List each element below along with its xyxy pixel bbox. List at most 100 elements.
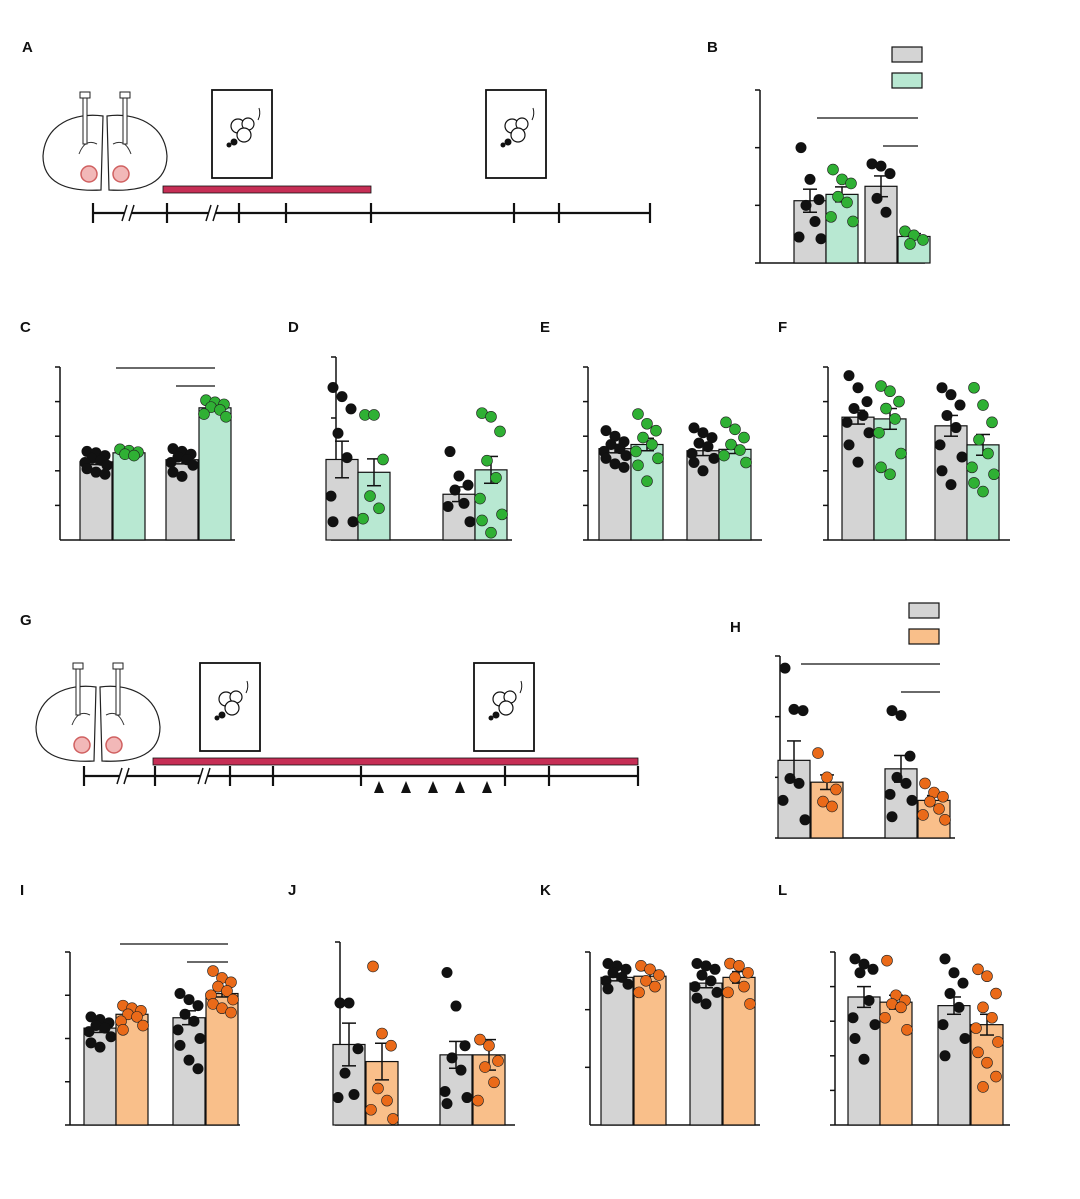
mouse-icon (224, 700, 240, 716)
data-point (688, 422, 700, 434)
data-point (652, 452, 664, 465)
data-point (633, 986, 645, 999)
axis-break (205, 204, 212, 222)
data-point (889, 413, 901, 425)
data-point (479, 1061, 491, 1073)
data-point (797, 705, 809, 717)
data-point (950, 422, 962, 434)
data-point (977, 1081, 989, 1093)
axis-break (128, 204, 135, 222)
data-point (793, 777, 805, 789)
legend-swatch (908, 602, 940, 619)
data-point (207, 965, 219, 977)
data-point (327, 382, 339, 393)
data-point (700, 998, 712, 1010)
data-point (220, 411, 232, 423)
data-point (609, 430, 621, 442)
data-point (804, 173, 816, 185)
data-point (176, 470, 188, 482)
data-point (343, 997, 355, 1009)
data-point (697, 427, 709, 439)
data-point (183, 994, 195, 1006)
data-point (640, 975, 652, 987)
injection-site (112, 165, 130, 183)
injection-site (105, 736, 123, 754)
data-point (474, 492, 486, 505)
data-point (167, 466, 179, 478)
chart-f (823, 366, 1010, 541)
panel-letter-e: E (540, 319, 550, 336)
data-point (718, 449, 730, 462)
data-point (738, 431, 750, 444)
injection-needle (75, 666, 81, 716)
data-point (849, 953, 861, 965)
data-point (800, 199, 812, 211)
data-point (729, 423, 741, 436)
data-point (364, 490, 376, 502)
data-point (986, 416, 998, 429)
data-point (977, 399, 989, 411)
data-point (377, 453, 389, 466)
data-point (742, 966, 754, 979)
injection-arrow (482, 781, 492, 793)
bar-knockdown (112, 452, 146, 541)
data-point (711, 986, 723, 998)
data-point (488, 1076, 500, 1089)
chart-d (325, 356, 512, 541)
data-point (686, 448, 698, 459)
data-point (462, 479, 474, 491)
data-point (706, 432, 718, 444)
data-point (936, 382, 948, 394)
data-point (867, 963, 879, 975)
data-point (917, 809, 929, 821)
data-point (866, 158, 878, 170)
data-point (879, 1011, 891, 1024)
data-point (863, 427, 875, 439)
data-point (875, 461, 887, 474)
data-point (339, 1067, 351, 1079)
data-point (821, 771, 833, 784)
data-point (492, 1055, 504, 1067)
axis-break-gap (200, 768, 208, 784)
data-point (641, 417, 653, 430)
chart-j (332, 941, 515, 1126)
data-point (365, 1103, 377, 1116)
mouse-icon (218, 711, 226, 719)
data-point (227, 993, 239, 1006)
data-point (886, 705, 898, 717)
data-point (740, 456, 752, 469)
data-point (630, 445, 642, 458)
data-point (341, 452, 353, 464)
panel-letter-d: D (288, 319, 299, 336)
data-point (99, 468, 111, 480)
injection-needle (115, 666, 121, 716)
data-point (858, 1053, 870, 1065)
mouse-icon (498, 700, 514, 716)
axis-break (123, 767, 130, 785)
panel-letter-a: A (22, 39, 33, 56)
mouse-icon (236, 127, 252, 143)
legend-bottom (908, 602, 940, 645)
data-point (904, 750, 916, 762)
axis-break-gap (124, 205, 132, 221)
mouse-icon (500, 142, 506, 148)
data-point (936, 465, 948, 477)
data-point (841, 196, 853, 209)
needle-hub (112, 662, 124, 670)
data-point (904, 238, 916, 250)
data-point (85, 1011, 97, 1023)
data-point (101, 459, 113, 471)
data-point (646, 438, 658, 451)
data-point (376, 1027, 388, 1040)
data-point (849, 1033, 861, 1044)
data-point (725, 438, 737, 451)
data-point (332, 1092, 344, 1104)
data-point (709, 963, 721, 975)
data-point (843, 370, 855, 382)
data-point (884, 168, 896, 180)
data-point (85, 1037, 97, 1049)
data-point (988, 468, 1000, 481)
data-point (688, 456, 700, 468)
data-point (917, 234, 929, 246)
data-point (689, 981, 701, 993)
